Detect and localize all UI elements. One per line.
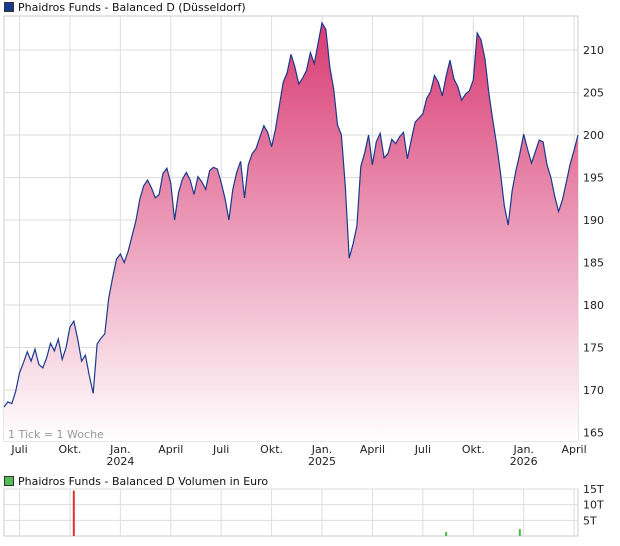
y-tick-label: 165: [583, 427, 604, 440]
volume-legend-swatch: [4, 476, 14, 486]
x-tick-label: April: [158, 443, 183, 456]
y-tick-label: 185: [583, 257, 604, 270]
price-area-fill: [4, 22, 578, 442]
x-tick-year-label: 2026: [510, 455, 538, 468]
y-tick-label: 200: [583, 129, 604, 142]
x-tick-label: Okt.: [59, 443, 82, 456]
y-tick-label: 175: [583, 342, 604, 355]
price-legend-label: Phaidros Funds - Balanced D (Düsseldorf): [18, 0, 246, 14]
y-tick-label: 195: [583, 172, 604, 185]
price-panel: 165 170 175 180 185 190 195 200 205 210 Juli Okt. Ja…: [3, 15, 604, 468]
y-tick-label: 180: [583, 299, 604, 312]
x-tick-year-label: 2024: [106, 455, 134, 468]
volume-y-tick-label: 5T: [583, 514, 597, 527]
y-tick-label: 210: [583, 44, 604, 57]
y-tick-label: 205: [583, 87, 604, 100]
y-tick-label: 190: [583, 214, 604, 227]
x-tick-label: Okt.: [260, 443, 283, 456]
x-tick-label: Jan.: [512, 443, 533, 456]
x-tick-label: Jan.: [109, 443, 130, 456]
y-tick-label: 170: [583, 384, 604, 397]
x-tick-label: April: [360, 443, 385, 456]
volume-y-tick-label: 10T: [583, 499, 604, 512]
x-tick-label: Okt.: [462, 443, 485, 456]
volume-plot-frame: [3, 488, 579, 537]
price-legend-swatch: [4, 2, 14, 12]
volume-bar: [445, 531, 448, 536]
volume-legend-label: Phaidros Funds - Balanced D Volumen in E…: [18, 474, 269, 488]
x-tick-year-label: 2025: [308, 455, 336, 468]
x-tick-label: April: [562, 443, 587, 456]
x-tick-label: Juli: [212, 443, 229, 456]
volume-y-tick-label: 15T: [583, 483, 604, 496]
volume-bar: [518, 529, 521, 536]
price-legend: Phaidros Funds - Balanced D (Düsseldorf): [4, 0, 246, 14]
volume-bar: [72, 490, 75, 536]
volume-legend: Phaidros Funds - Balanced D Volumen in E…: [4, 474, 268, 488]
x-tick-label: Juli: [10, 443, 27, 456]
price-line: [3, 21, 579, 408]
x-tick-label: Juli: [414, 443, 431, 456]
x-tick-label: Jan.: [311, 443, 332, 456]
volume-panel: 5T 10T 15T: [3, 483, 604, 537]
tick-interval-note: 1 Tick = 1 Woche: [8, 428, 104, 441]
